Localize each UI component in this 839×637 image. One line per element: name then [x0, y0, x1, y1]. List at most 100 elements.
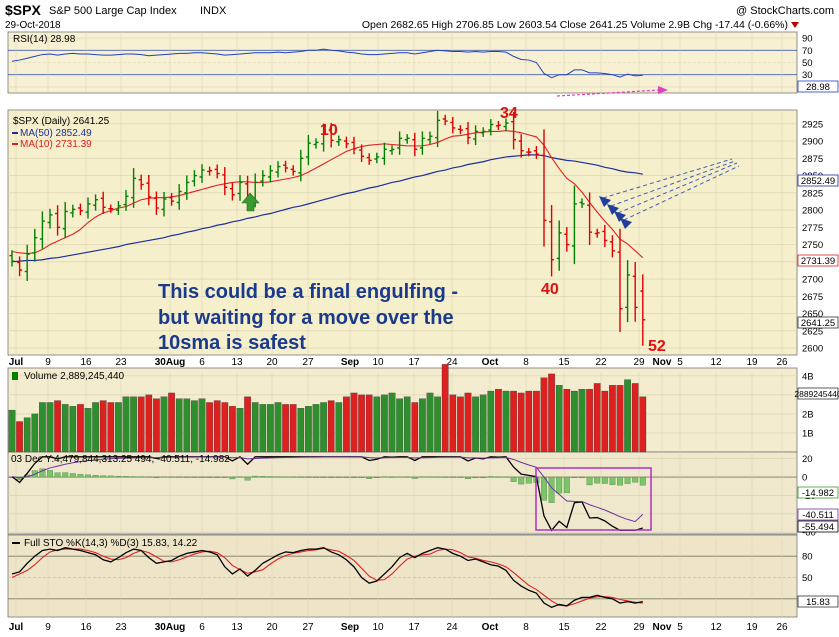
x-axis-bottom: Jul 9 16 23 30Aug 6 13 20 27 Sep 10 17 24 Oct 8 15 22 29 N… [9, 622, 788, 633]
volume-bar-48 [373, 396, 381, 453]
macd-hist-bar-4 [39, 468, 46, 478]
x-tick-top-6: 13 [231, 357, 243, 368]
price-bar-46 [359, 144, 365, 162]
volume-bar-77 [593, 383, 601, 453]
volume-bar-56 [434, 396, 441, 453]
volume-bar-65 [502, 390, 510, 453]
x-tick-top-20: 12 [710, 357, 722, 368]
macd-panel [7, 451, 798, 535]
macd-hist-bar-51 [396, 476, 403, 478]
x-tick-bottom-11: 17 [408, 622, 420, 633]
price-bar-13 [108, 204, 114, 213]
volume-tick-2: 2B [802, 409, 814, 420]
macd-tag-signal [797, 508, 839, 521]
x-tick-bottom-2: 16 [80, 622, 92, 633]
volume-legend-swatch [12, 372, 18, 380]
x-tick-top-2: 16 [80, 357, 92, 368]
volume-bar-22 [175, 398, 183, 453]
rsi-projection-arrow [556, 86, 668, 97]
macd-hist-bar-34 [267, 476, 274, 478]
price-bar-82 [632, 262, 638, 322]
price-tick-10: 2675 [802, 292, 823, 303]
index-name: S&P 500 Large Cap Index [49, 5, 177, 17]
macd-hist-bar-28 [221, 476, 228, 478]
price-bar-57 [442, 114, 448, 126]
price-bar-34 [267, 165, 273, 183]
volume-bar-25 [198, 398, 206, 453]
volume-bar-64 [495, 388, 502, 453]
volume-bar-80 [616, 385, 624, 453]
price-bar-56 [435, 110, 441, 148]
macd-label: 03 Dec Y:4,479,844,313.25 494, -40.511, … [11, 454, 230, 465]
volume-bar-24 [191, 400, 198, 453]
macd-tag-signal-text: -40.511 [802, 510, 834, 521]
macd-hist-bar-40 [313, 476, 319, 478]
volume-bar-52 [403, 396, 411, 453]
volume-bar-44 [343, 396, 350, 453]
price-bar-17 [138, 174, 144, 190]
x-tick-bottom-13: Oct [482, 622, 499, 633]
x-tick-bottom-12: 24 [446, 622, 458, 633]
volume-bar-35 [274, 402, 282, 453]
price-tick-5: 2800 [802, 206, 823, 217]
sto-k-line [11, 546, 643, 609]
macd-hist-bar-68 [525, 476, 532, 484]
dropdown-icon[interactable] [791, 22, 799, 28]
volume-bar-78 [601, 390, 609, 453]
macd-hist-bar-64 [495, 476, 502, 478]
x-tick-bottom-14: 8 [523, 622, 529, 633]
sto-tick-1: 50 [802, 573, 813, 584]
rsi-tick-3: 30 [802, 70, 813, 81]
volume-bar-40 [312, 404, 320, 453]
macd-hist-bar-49 [381, 476, 388, 478]
macd-tick-0: 20 [802, 454, 813, 465]
volume-bar-54 [419, 398, 426, 453]
volume-bar-16 [130, 396, 137, 453]
price-bar-29 [229, 183, 235, 201]
rsi-label: RSI(14) 28.98 [13, 34, 76, 45]
volume-bar-59 [457, 396, 464, 453]
price-bar-18 [146, 174, 152, 206]
volume-bar-23 [183, 398, 191, 453]
x-tick-top-8: 27 [302, 357, 314, 368]
macd-histogram [9, 468, 646, 503]
x-tick-top-0: Jul [9, 357, 24, 368]
price-bar-7 [62, 201, 68, 239]
copyright-label: @ StockCharts.com [736, 5, 834, 17]
macd-signal-line [11, 456, 644, 523]
volume-bar-13 [107, 402, 115, 453]
price-value-tags: 2852.49 2731.39 2641.25 [797, 174, 839, 329]
macd-hist-bar-73 [563, 476, 570, 494]
volume-bar-19 [153, 398, 160, 453]
price-bar-11 [93, 194, 99, 211]
rsi-grid: 9070503010 [8, 32, 813, 93]
volume-bar-28 [221, 402, 229, 453]
macd-hist-bar-10 [85, 474, 91, 478]
volume-tick-0: 4B [802, 371, 814, 382]
macd-tag-hist-text: -14.982 [802, 488, 834, 499]
macd-hist-bar-6 [54, 472, 61, 478]
count-label-52: 52 [648, 338, 666, 355]
price-bar-55 [427, 131, 433, 145]
macd-hist-bar-23 [183, 476, 190, 478]
price-bar-6 [55, 205, 61, 236]
price-tick-0: 2925 [802, 119, 823, 130]
macd-hist-bar-17 [138, 476, 145, 478]
x-tick-bottom-8: 27 [302, 622, 314, 633]
volume-bar-47 [365, 394, 373, 453]
macd-hist-bar-43 [335, 476, 342, 478]
x-tick-top-12: 24 [446, 357, 458, 368]
price-bar-38 [298, 149, 304, 182]
volume-bar-68 [525, 390, 533, 453]
macd-hist-bar-54 [419, 476, 426, 478]
macd-hist-bar-62 [480, 476, 487, 478]
volume-tick-3: 1B [802, 428, 814, 439]
price-bar-10 [85, 197, 91, 219]
price-bar-47 [366, 153, 372, 165]
macd-hist-bar-18 [145, 476, 152, 478]
macd-hist-bar-47 [366, 476, 373, 479]
volume-bar-72 [555, 385, 563, 453]
macd-hist-bar-41 [320, 476, 327, 478]
ma10-value-text: 2731.39 [801, 256, 835, 267]
